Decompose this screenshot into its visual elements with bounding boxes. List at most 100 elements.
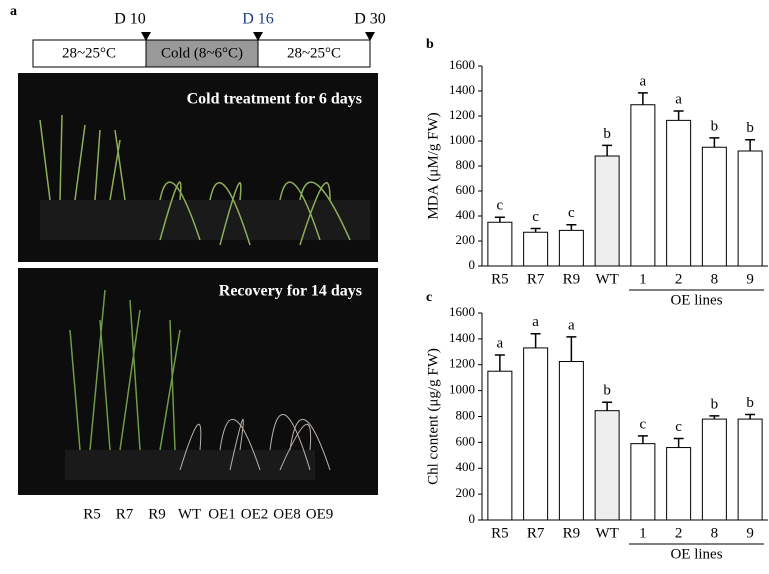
y-tick-label: 1400 — [449, 82, 475, 97]
plant-label: WT — [178, 506, 201, 522]
plant-label: OE8 — [273, 506, 301, 522]
significance-letter: a — [675, 91, 682, 107]
bar — [666, 119, 692, 267]
plant-label: R5 — [83, 506, 101, 522]
pots — [65, 450, 315, 480]
timeline: D 10 D 16 D 30 28~25°C Cold (8~6°C) 28~2… — [32, 11, 386, 68]
error-bar — [709, 137, 720, 148]
panel-label: b — [426, 37, 434, 52]
error-bar — [494, 354, 505, 372]
x-tick-label: R7 — [527, 271, 545, 287]
bar — [630, 104, 656, 267]
plant-label: R7 — [116, 506, 134, 522]
y-tick-label: 1600 — [449, 57, 475, 72]
error-bar — [566, 336, 577, 362]
bar — [701, 418, 727, 521]
x-tick-label: R5 — [491, 271, 509, 287]
bar — [594, 155, 620, 267]
group-label: OE lines — [670, 292, 722, 308]
photo-caption: Cold treatment for 6 days — [187, 91, 362, 108]
significance-letter: a — [568, 317, 575, 333]
y-tick-label: 0 — [469, 257, 476, 272]
x-tick-label: WT — [595, 271, 618, 287]
bar — [558, 361, 584, 521]
y-tick-label: 1400 — [449, 330, 475, 345]
significance-letter: c — [532, 209, 539, 225]
day-label: D 10 — [114, 11, 146, 28]
significance-letter: b — [711, 396, 719, 412]
x-tick-label: 1 — [639, 525, 647, 541]
significance-letter: b — [746, 120, 754, 136]
photo: Cold treatment for 6 days — [18, 73, 378, 262]
error-bar — [745, 413, 756, 420]
bar — [666, 447, 692, 521]
y-tick-label: 1600 — [449, 304, 475, 319]
y-tick-label: 1200 — [449, 356, 475, 371]
x-tick-label: 2 — [675, 271, 683, 287]
y-tick-label: 200 — [456, 485, 476, 500]
significance-letter: a — [497, 335, 504, 351]
phase-label: Cold (8~6°C) — [161, 45, 243, 61]
bar — [737, 418, 763, 521]
phase-label: 28~25°C — [287, 45, 341, 61]
error-bar — [530, 227, 541, 233]
y-tick-label: 800 — [456, 407, 476, 422]
y-tick-label: 600 — [456, 182, 476, 197]
pots — [40, 200, 370, 240]
x-tick-label: R7 — [527, 525, 545, 541]
phase-box — [145, 39, 259, 68]
bar — [630, 443, 656, 521]
y-tick-label: 200 — [456, 232, 476, 247]
bar — [487, 221, 513, 267]
y-tick-label: 400 — [456, 207, 476, 222]
error-bar — [709, 415, 720, 420]
error-bar — [637, 92, 648, 105]
phase-label: 28~25°C — [62, 45, 116, 61]
error-bar — [566, 224, 577, 231]
x-tick-label: 9 — [746, 525, 754, 541]
y-axis-title: Chl content (μg/g FW) — [425, 348, 441, 485]
bar — [701, 146, 727, 267]
x-tick-label: R5 — [491, 525, 509, 541]
significance-letter: c — [497, 198, 504, 214]
marker — [141, 32, 375, 41]
error-bar — [673, 110, 684, 121]
y-tick-label: 800 — [456, 157, 476, 172]
significance-letter: c — [675, 419, 682, 435]
photo-caption: Recovery for 14 days — [219, 283, 362, 300]
error-bar — [530, 332, 541, 348]
y-tick-label: 1200 — [449, 107, 475, 122]
plant-label: OE2 — [241, 506, 269, 522]
x-tick-label: 8 — [711, 525, 719, 541]
plants — [179, 414, 331, 471]
significance-letter: a — [532, 314, 539, 330]
significance-letter: c — [568, 205, 575, 221]
significance-letter: a — [640, 73, 647, 89]
significance-letter: b — [603, 383, 611, 399]
group-label: OE lines — [670, 546, 722, 562]
panel-label: c — [426, 290, 432, 305]
plant-label: OE9 — [306, 506, 334, 522]
x-tick-label: 1 — [639, 271, 647, 287]
error-bar — [494, 216, 505, 223]
y-tick-label: 1000 — [449, 382, 475, 397]
plants — [69, 289, 181, 451]
x-tick-label: R9 — [563, 525, 581, 541]
bar — [523, 231, 549, 267]
error-bar — [602, 144, 613, 156]
y-tick-label: 400 — [456, 459, 476, 474]
x-tick-label: 2 — [675, 525, 683, 541]
error-bar — [673, 437, 684, 448]
phase-box — [32, 39, 147, 68]
significance-letter: b — [711, 118, 719, 134]
bar — [737, 150, 763, 267]
plant-label: OE1 — [208, 506, 236, 522]
x-tick-label: 8 — [711, 271, 719, 287]
day-label: D 30 — [354, 11, 386, 28]
bar — [558, 229, 584, 267]
day-label: D 16 — [242, 11, 274, 28]
phase-box — [257, 39, 371, 68]
panel-label: a — [10, 4, 17, 19]
y-tick-label: 1000 — [449, 132, 475, 147]
error-bar — [602, 401, 613, 411]
